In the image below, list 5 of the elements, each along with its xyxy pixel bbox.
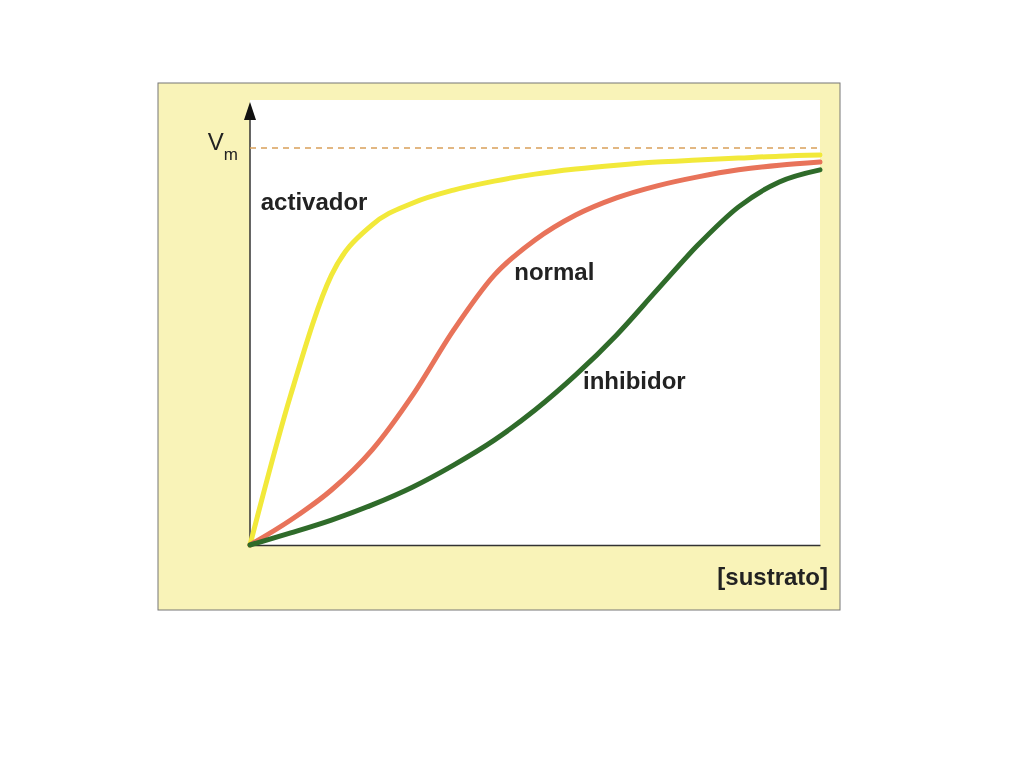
- x-axis-title: [sustrato]: [717, 563, 828, 590]
- series-label: normal: [514, 257, 595, 285]
- series-label: activador: [260, 187, 368, 215]
- ref-line-label: V$_{m}$: [207, 128, 238, 164]
- series-label: inhibidor: [583, 367, 686, 394]
